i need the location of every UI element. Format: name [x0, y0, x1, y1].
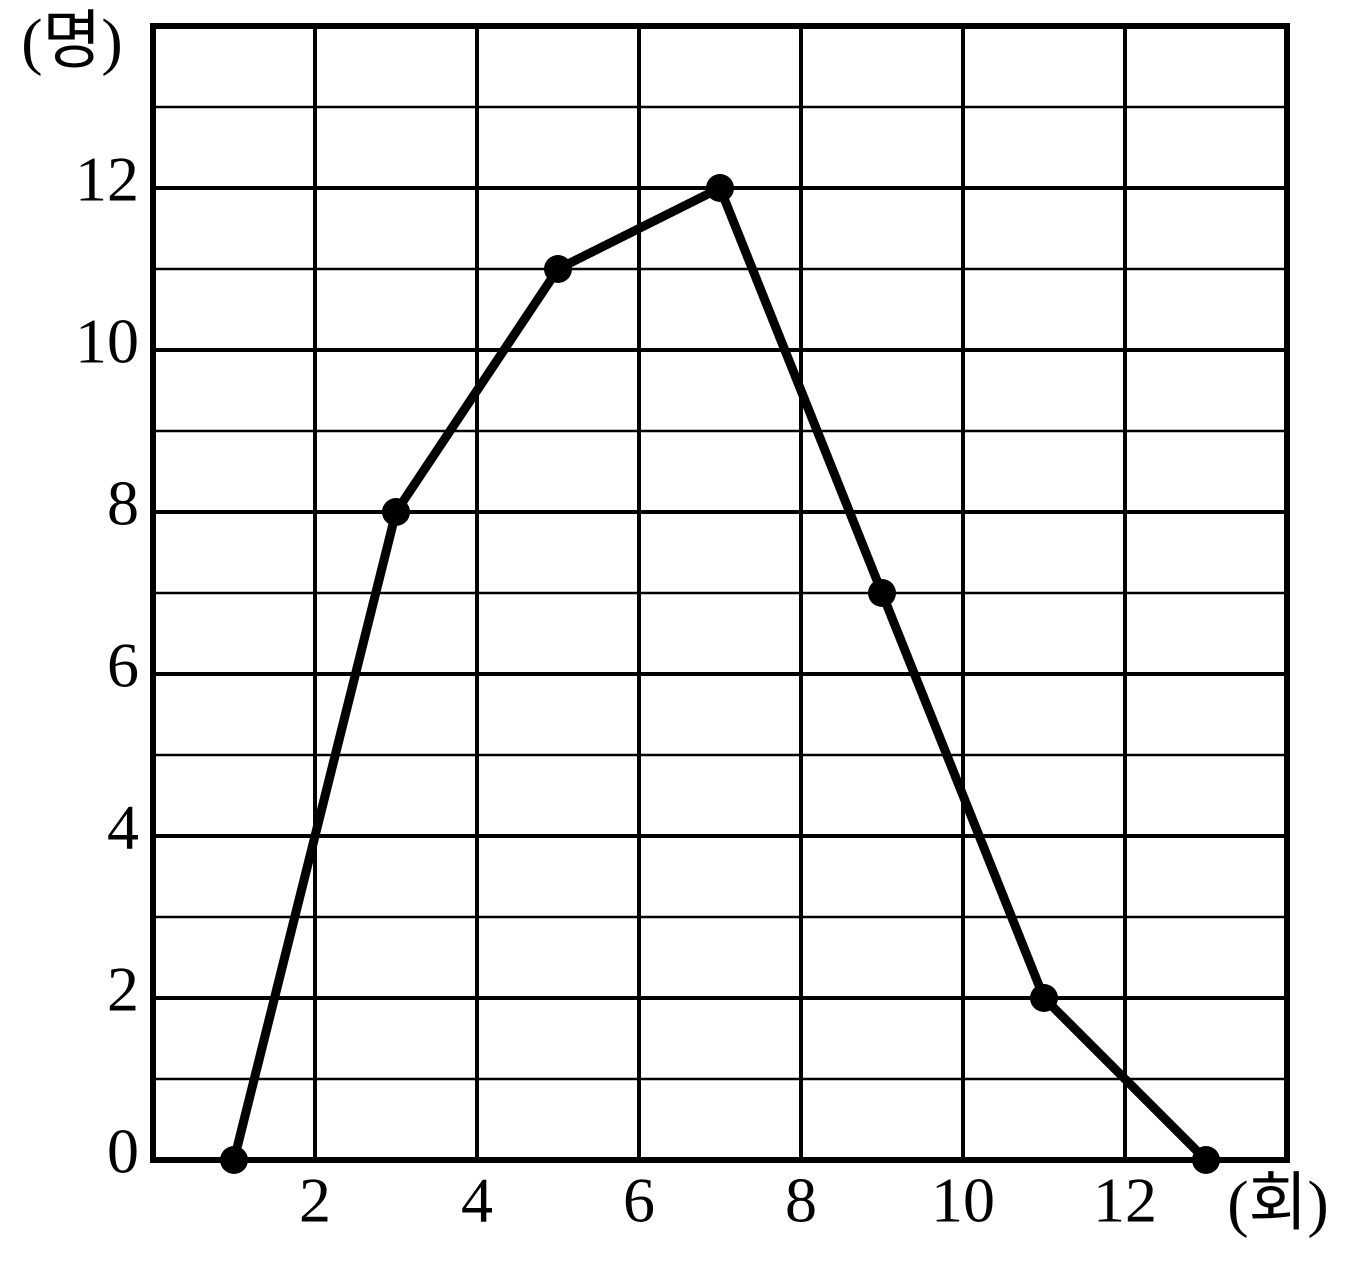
x-tick-label: 2	[299, 1165, 331, 1236]
y-tick-label: 10	[75, 306, 139, 377]
x-axis-label: (회)	[1227, 1168, 1329, 1239]
data-point	[220, 1146, 248, 1174]
y-tick-label: 8	[107, 468, 139, 539]
x-tick-label: 12	[1093, 1165, 1157, 1236]
data-point	[706, 174, 734, 202]
data-point	[544, 255, 572, 283]
data-point	[868, 579, 896, 607]
x-tick-label: 6	[623, 1165, 655, 1236]
y-tick-label: 0	[107, 1116, 139, 1187]
data-point	[1192, 1146, 1220, 1174]
plot-frame	[150, 23, 1290, 1163]
data-point	[1030, 984, 1058, 1012]
y-axis-label: (명)	[21, 6, 123, 77]
y-tick-label: 12	[75, 144, 139, 215]
x-tick-label: 4	[461, 1165, 493, 1236]
y-tick-label: 6	[107, 630, 139, 701]
y-tick-label: 2	[107, 954, 139, 1025]
data-point	[382, 498, 410, 526]
x-tick-label: 8	[785, 1165, 817, 1236]
y-tick-label: 4	[107, 792, 139, 863]
x-tick-label: 10	[931, 1165, 995, 1236]
